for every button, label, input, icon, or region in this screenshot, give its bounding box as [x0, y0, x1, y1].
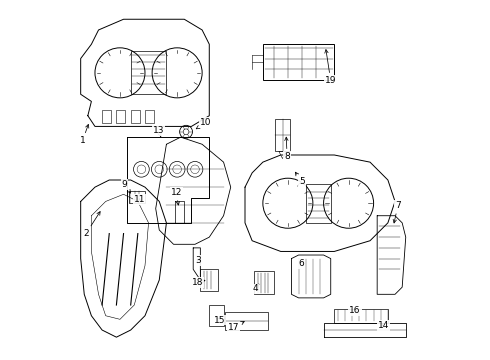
Text: 14: 14 — [378, 321, 389, 330]
Text: 4: 4 — [252, 284, 259, 293]
Bar — [263, 44, 334, 80]
Text: 19: 19 — [325, 50, 337, 85]
Text: 2: 2 — [83, 212, 100, 238]
Text: 10: 10 — [196, 118, 212, 129]
Text: 5: 5 — [295, 172, 305, 186]
Bar — [225, 312, 268, 330]
Text: 9: 9 — [122, 180, 130, 193]
Bar — [275, 119, 290, 152]
Text: 13: 13 — [153, 126, 164, 136]
Text: 7: 7 — [393, 201, 401, 223]
Bar — [200, 269, 218, 291]
Text: 12: 12 — [171, 188, 182, 205]
Text: 15: 15 — [214, 315, 225, 324]
Bar — [145, 111, 154, 123]
Bar — [254, 271, 273, 294]
Bar — [131, 111, 140, 123]
Bar — [129, 191, 145, 203]
Bar — [131, 51, 167, 94]
Text: 6: 6 — [298, 260, 304, 269]
Bar — [306, 184, 331, 223]
Bar — [117, 111, 125, 123]
Text: 11: 11 — [134, 195, 146, 204]
Text: 18: 18 — [192, 278, 205, 287]
Bar — [209, 305, 223, 327]
Text: 17: 17 — [228, 321, 244, 332]
Bar — [334, 309, 388, 323]
Text: 8: 8 — [284, 137, 290, 161]
Bar — [102, 111, 111, 123]
Text: 1: 1 — [79, 125, 89, 145]
Text: 16: 16 — [349, 306, 361, 315]
Text: 3: 3 — [195, 256, 201, 265]
